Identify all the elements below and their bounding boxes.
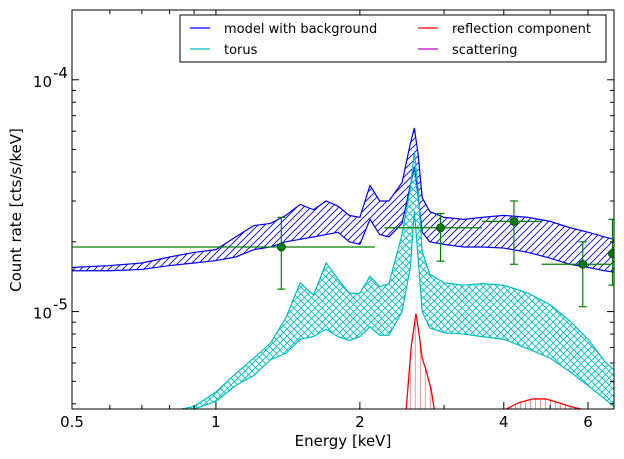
model-with-background-lower-line <box>72 166 614 273</box>
plot-frame <box>71 9 615 410</box>
data-marker <box>436 223 445 233</box>
reflection-component-peak-line <box>405 313 435 409</box>
torus-band-fill <box>182 151 614 409</box>
x-tick-label: 0.5 <box>60 413 84 431</box>
torus-upper-line <box>182 151 614 409</box>
x-tick-label: 2 <box>355 413 365 431</box>
legend-label: scattering <box>452 43 518 58</box>
data-point-3 <box>481 200 542 265</box>
legend-item-torus: torus <box>190 43 258 58</box>
legend-item-reflection-component: reflection component <box>418 22 591 37</box>
y-axis-label: Count rate [cts/s/keV] <box>7 128 25 292</box>
data-point-5 <box>608 218 614 286</box>
legend-label: reflection component <box>452 22 591 37</box>
legend-item-scattering: scattering <box>418 43 518 58</box>
data-point-2 <box>384 212 482 262</box>
x-axis-label: Energy [keV] <box>295 432 392 450</box>
x-tick-label: 4 <box>499 413 509 431</box>
x-tick-label: 6 <box>583 413 593 431</box>
x-tick-label: 1 <box>211 413 221 431</box>
y-tick-label: 10 <box>33 305 52 323</box>
reflection-component-high-energy-line <box>506 398 582 409</box>
y-tick-exponent: -5 <box>53 296 68 314</box>
y-tick-label: 10 <box>33 73 52 91</box>
legend: model with background reflection componen… <box>179 14 607 63</box>
legend-label: model with background <box>224 22 377 37</box>
data-marker <box>608 249 614 258</box>
legend-item-model-with-background: model with background <box>190 22 377 37</box>
data-point-4 <box>541 241 611 308</box>
model-with-background-band-fill <box>72 127 614 273</box>
data-marker <box>509 216 519 226</box>
legend-frame <box>179 14 607 63</box>
data-marker <box>578 259 588 269</box>
y-tick-exponent: -4 <box>53 64 68 82</box>
model-with-background-upper-line <box>72 127 614 269</box>
torus-lower-line <box>182 211 614 409</box>
legend-label: torus <box>224 43 258 58</box>
data-marker <box>276 242 286 252</box>
data-point-1 <box>72 216 375 290</box>
